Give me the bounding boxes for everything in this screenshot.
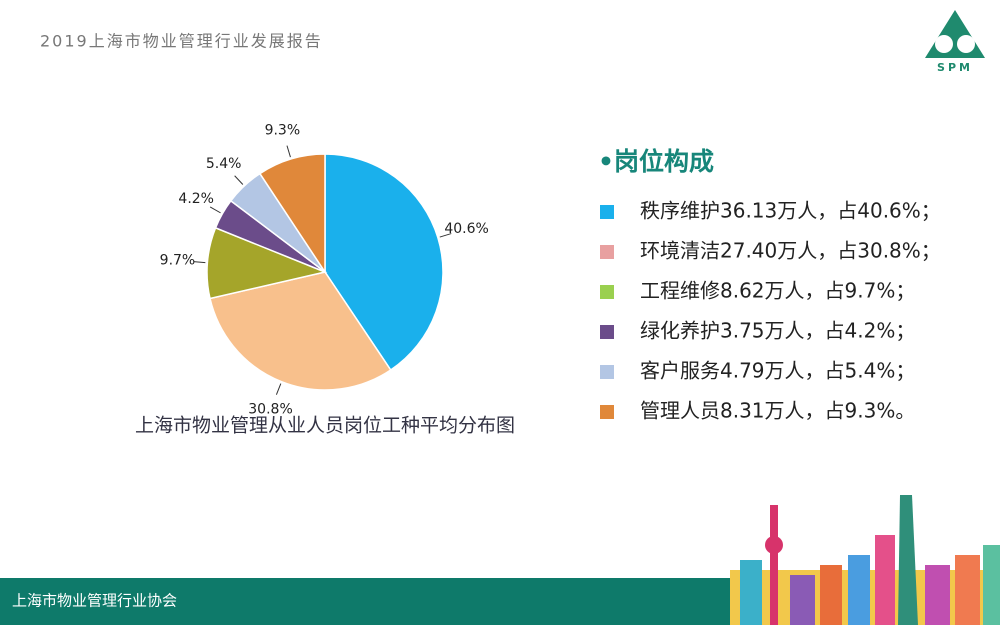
legend-item: 客户服务4.79万人，占5.4%； (640, 359, 915, 383)
tower (770, 505, 778, 625)
legend-swatch (600, 405, 614, 419)
legend-item: 绿化养护3.75万人，占4.2%； (640, 319, 915, 343)
legend-swatch (600, 205, 614, 219)
data-label: 4.2% (178, 191, 214, 207)
legend-swatch (600, 365, 614, 379)
logo-hole (935, 35, 953, 53)
building (898, 495, 918, 625)
legend-item: 管理人员8.31万人，占9.3%。 (640, 399, 915, 423)
legend-title: •岗位构成 (598, 147, 714, 176)
leader-line (275, 383, 282, 395)
leader-line (286, 145, 291, 158)
footer-text: 上海市物业管理行业协会 (12, 592, 177, 610)
legend-item: 工程维修8.62万人，占9.7%； (640, 279, 915, 303)
footer-bar (0, 578, 730, 625)
pie-slice (209, 271, 392, 391)
building (790, 575, 815, 625)
legend-item: 环境清洁27.40万人，占30.8%； (640, 239, 941, 263)
building (983, 545, 1000, 625)
data-label: 5.4% (206, 156, 242, 172)
data-label: 30.8% (248, 402, 292, 418)
data-label: 9.3% (265, 122, 301, 138)
leader-line (234, 175, 244, 185)
logo-hole (957, 35, 975, 53)
skyline (730, 495, 1000, 625)
tower-ball (765, 536, 783, 554)
data-label: 40.6% (444, 221, 488, 237)
building (848, 555, 870, 625)
leader-line (193, 261, 206, 264)
building (955, 555, 980, 625)
legend-swatch (600, 285, 614, 299)
legend-swatch (600, 245, 614, 259)
data-label: 9.7% (160, 252, 196, 268)
chart-caption: 上海市物业管理从业人员岗位工种平均分布图 (135, 415, 515, 437)
pie-chart: 40.6% 30.8% 9.7% 4.2% 5.4% 9.3% (160, 122, 489, 417)
building (925, 565, 950, 625)
header-title: 2019上海市物业管理行业发展报告 (40, 32, 323, 51)
leader-line (209, 206, 221, 214)
pie-slice (324, 153, 444, 372)
building (740, 560, 762, 625)
legend: 秩序维护36.13万人，占40.6%； 环境清洁27.40万人，占30.8%； 工程… (600, 199, 941, 423)
building (820, 565, 842, 625)
pie-slice (258, 153, 326, 275)
legend-swatch (600, 325, 614, 339)
legend-item: 秩序维护36.13万人，占40.6%； (640, 199, 941, 223)
logo-text: SPM (937, 61, 973, 74)
leader-line (439, 233, 452, 238)
building (875, 535, 895, 625)
logo: SPM (925, 10, 985, 74)
